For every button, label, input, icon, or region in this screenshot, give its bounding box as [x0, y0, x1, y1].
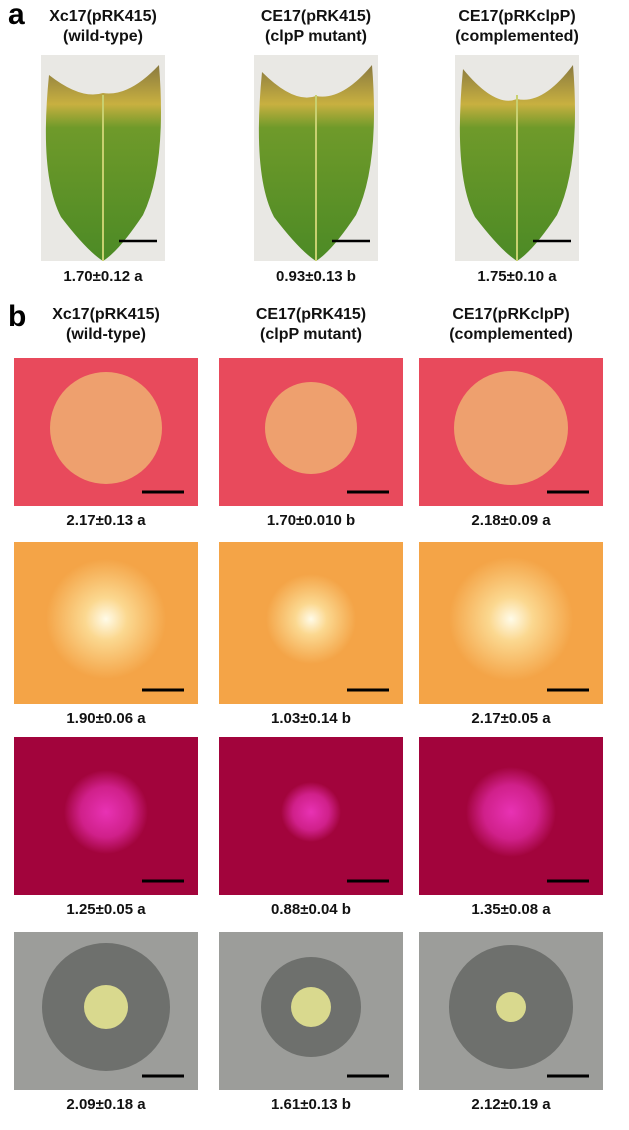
measurement: 2.17±0.05 a [471, 710, 550, 727]
measurement: 1.61±0.13 b [271, 1096, 351, 1113]
measurement: 0.93±0.13 b [276, 268, 356, 285]
photo [41, 55, 165, 261]
measurement: 2.12±0.19 a [471, 1096, 550, 1113]
figure: a b Xc17(pRK415) (wild-type) 1.70±0.12 a C… [0, 0, 629, 1130]
column-subtitle: (complemented) [449, 326, 573, 344]
measurement: 2.18±0.09 a [471, 512, 550, 529]
panel-label: b [8, 300, 26, 334]
column-subtitle: (clpP mutant) [265, 28, 367, 46]
photo [419, 737, 603, 895]
photo [14, 358, 198, 506]
column-title: Xc17(pRK415) [49, 8, 157, 26]
column-title: CE17(pRKclpP) [458, 8, 575, 26]
photo [14, 932, 198, 1090]
photo [14, 737, 198, 895]
panel-label: a [8, 0, 25, 32]
measurement: 1.03±0.14 b [271, 710, 351, 727]
column-subtitle: (clpP mutant) [260, 326, 362, 344]
column-subtitle: (wild-type) [66, 326, 146, 344]
measurement: 1.35±0.08 a [471, 901, 550, 918]
measurement: 0.88±0.04 b [271, 901, 351, 918]
measurement: 1.70±0.010 b [267, 512, 355, 529]
measurement: 2.17±0.13 a [66, 512, 145, 529]
measurement: 1.70±0.12 a [63, 268, 142, 285]
measurement: 2.09±0.18 a [66, 1096, 145, 1113]
photo [419, 932, 603, 1090]
column-title: CE17(pRK415) [256, 306, 366, 324]
column-title: Xc17(pRK415) [52, 306, 160, 324]
photo [219, 542, 403, 704]
photo [14, 542, 198, 704]
column-subtitle: (wild-type) [63, 28, 143, 46]
photo [419, 358, 603, 506]
photo [219, 932, 403, 1090]
measurement: 1.90±0.06 a [66, 710, 145, 727]
photo [219, 358, 403, 506]
measurement: 1.25±0.05 a [66, 901, 145, 918]
photo [254, 55, 378, 261]
column-title: CE17(pRK415) [261, 8, 371, 26]
measurement: 1.75±0.10 a [477, 268, 556, 285]
photo [219, 737, 403, 895]
photo [419, 542, 603, 704]
column-title: CE17(pRKclpP) [452, 306, 569, 324]
column-subtitle: (complemented) [455, 28, 579, 46]
photo [455, 55, 579, 261]
